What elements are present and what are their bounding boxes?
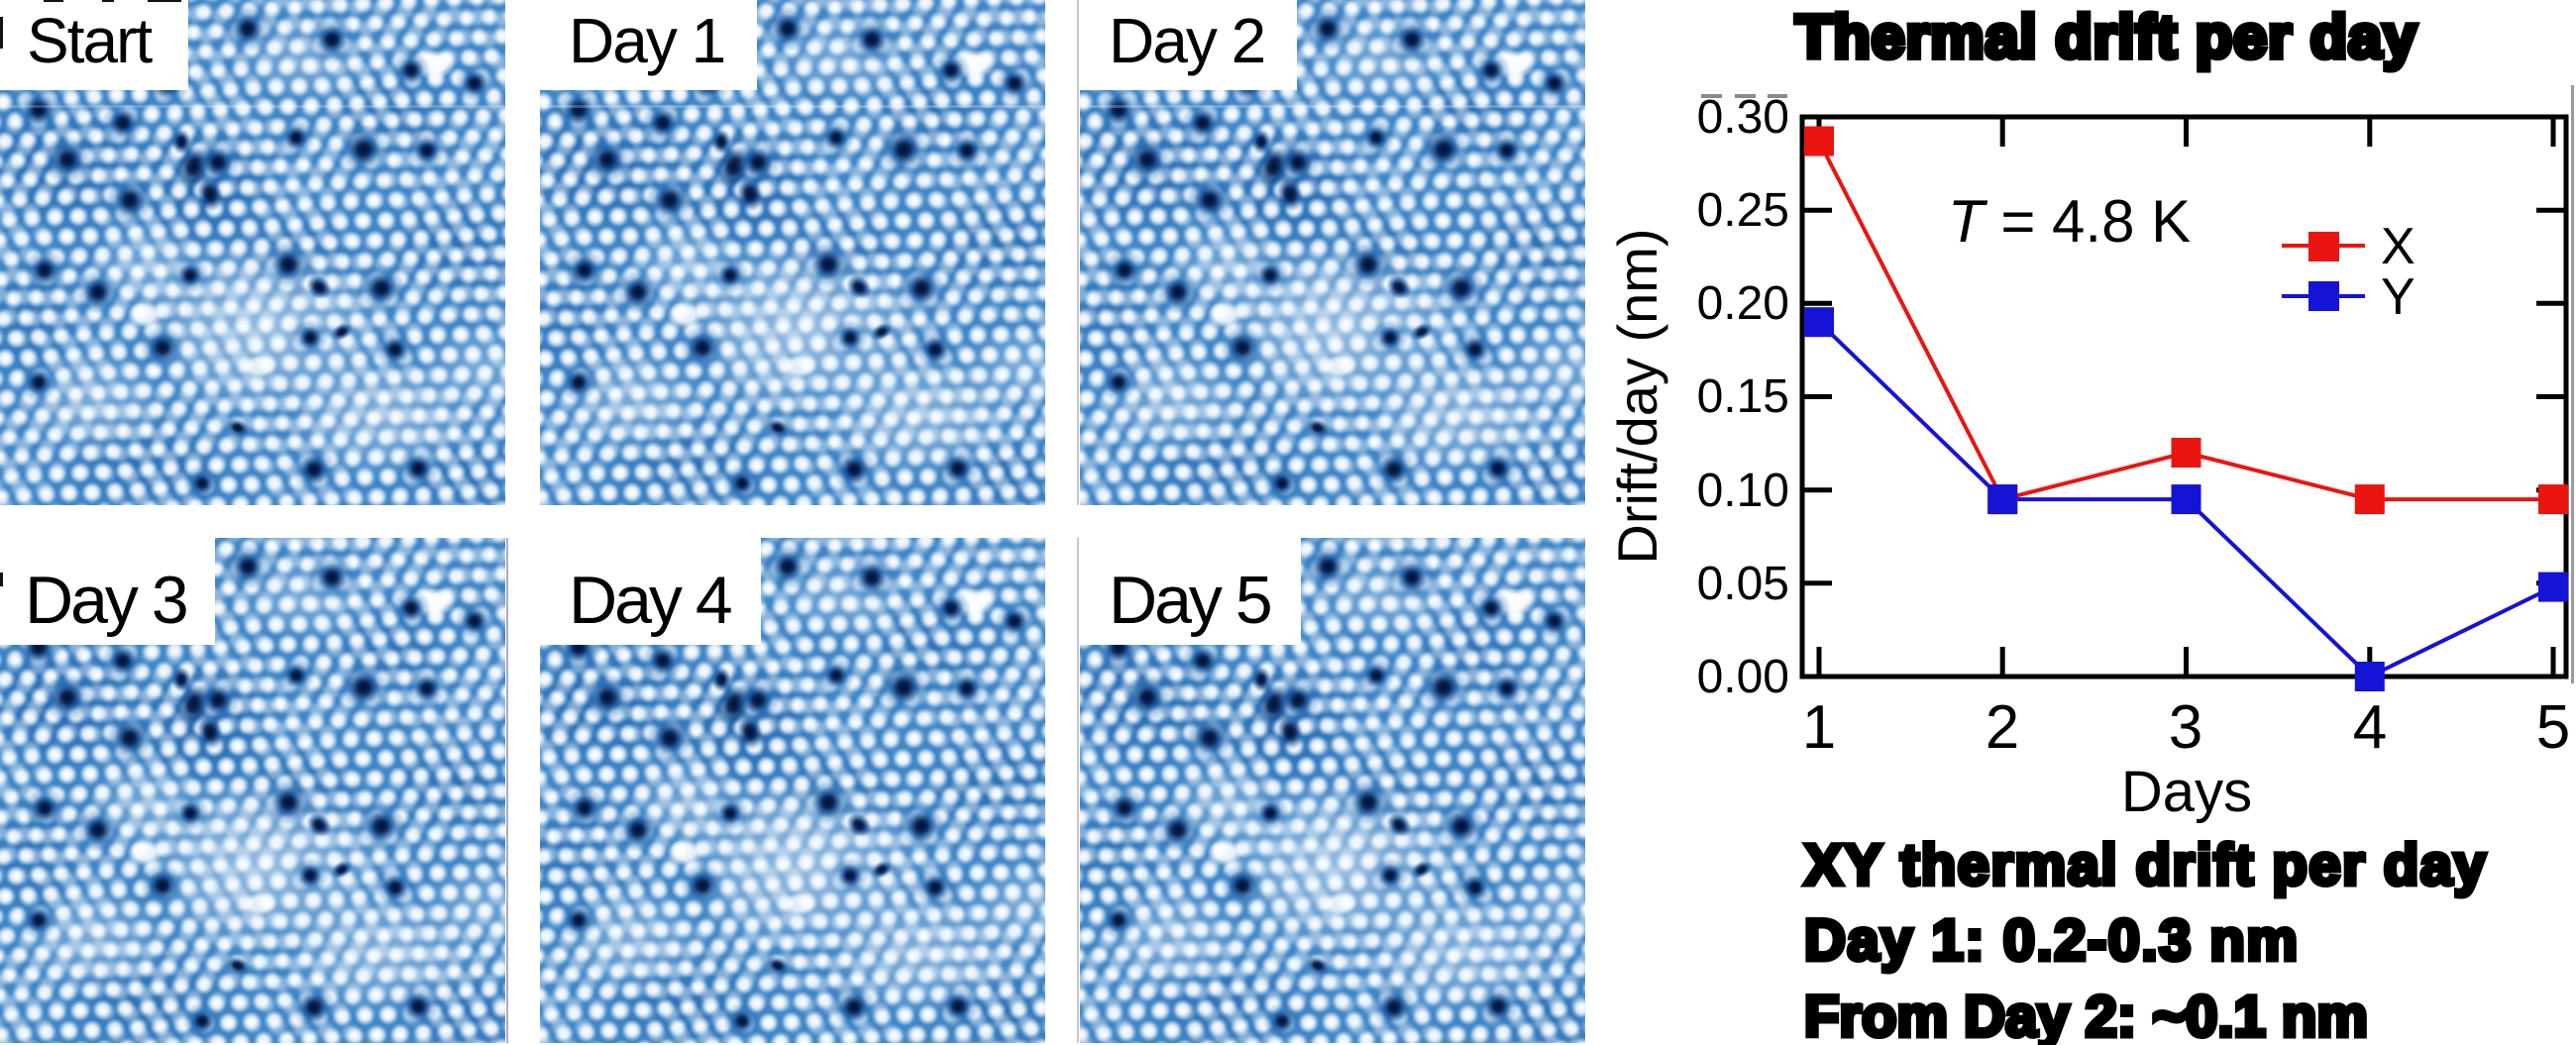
svg-text:5: 5 xyxy=(2536,693,2570,762)
svg-text:X: X xyxy=(2381,218,2415,275)
svg-text:XY thermal drift per day: XY thermal drift per day xyxy=(1804,833,2487,897)
svg-text:2: 2 xyxy=(1986,693,2019,762)
svg-text:Start: Start xyxy=(27,5,153,76)
svg-text:Day 1: Day 1 xyxy=(569,5,724,76)
svg-text:Day 2: Day 2 xyxy=(1109,5,1264,76)
svg-text:0.05: 0.05 xyxy=(1697,558,1789,610)
svg-text:0.25: 0.25 xyxy=(1697,184,1789,237)
svg-text:Thermal drift per day: Thermal drift per day xyxy=(1795,3,2417,70)
svg-text:Day 4: Day 4 xyxy=(569,563,731,638)
svg-text:0.00: 0.00 xyxy=(1697,651,1789,703)
svg-text:0.15: 0.15 xyxy=(1697,370,1789,423)
svg-text:Day 1: 0.2-0.3 nm: Day 1: 0.2-0.3 nm xyxy=(1804,908,2299,973)
svg-text:0.30: 0.30 xyxy=(1697,91,1789,144)
svg-text:From Day 2: ~0.1 nm: From Day 2: ~0.1 nm xyxy=(1804,985,2368,1045)
svg-text:0.20: 0.20 xyxy=(1697,277,1789,330)
svg-text:0.10: 0.10 xyxy=(1697,465,1789,517)
svg-text:Day 5: Day 5 xyxy=(1109,563,1270,638)
svg-text:4: 4 xyxy=(2353,693,2387,762)
svg-text:Drift/day (nm): Drift/day (nm) xyxy=(1606,228,1668,564)
svg-text:Y: Y xyxy=(2381,268,2415,326)
svg-text:Day 3: Day 3 xyxy=(25,563,186,638)
svg-text:3: 3 xyxy=(2169,693,2202,762)
svg-text:T = 4.8 K: T = 4.8 K xyxy=(1948,188,2191,255)
svg-text:1: 1 xyxy=(1802,693,1836,762)
svg-text:Days: Days xyxy=(2121,760,2252,824)
